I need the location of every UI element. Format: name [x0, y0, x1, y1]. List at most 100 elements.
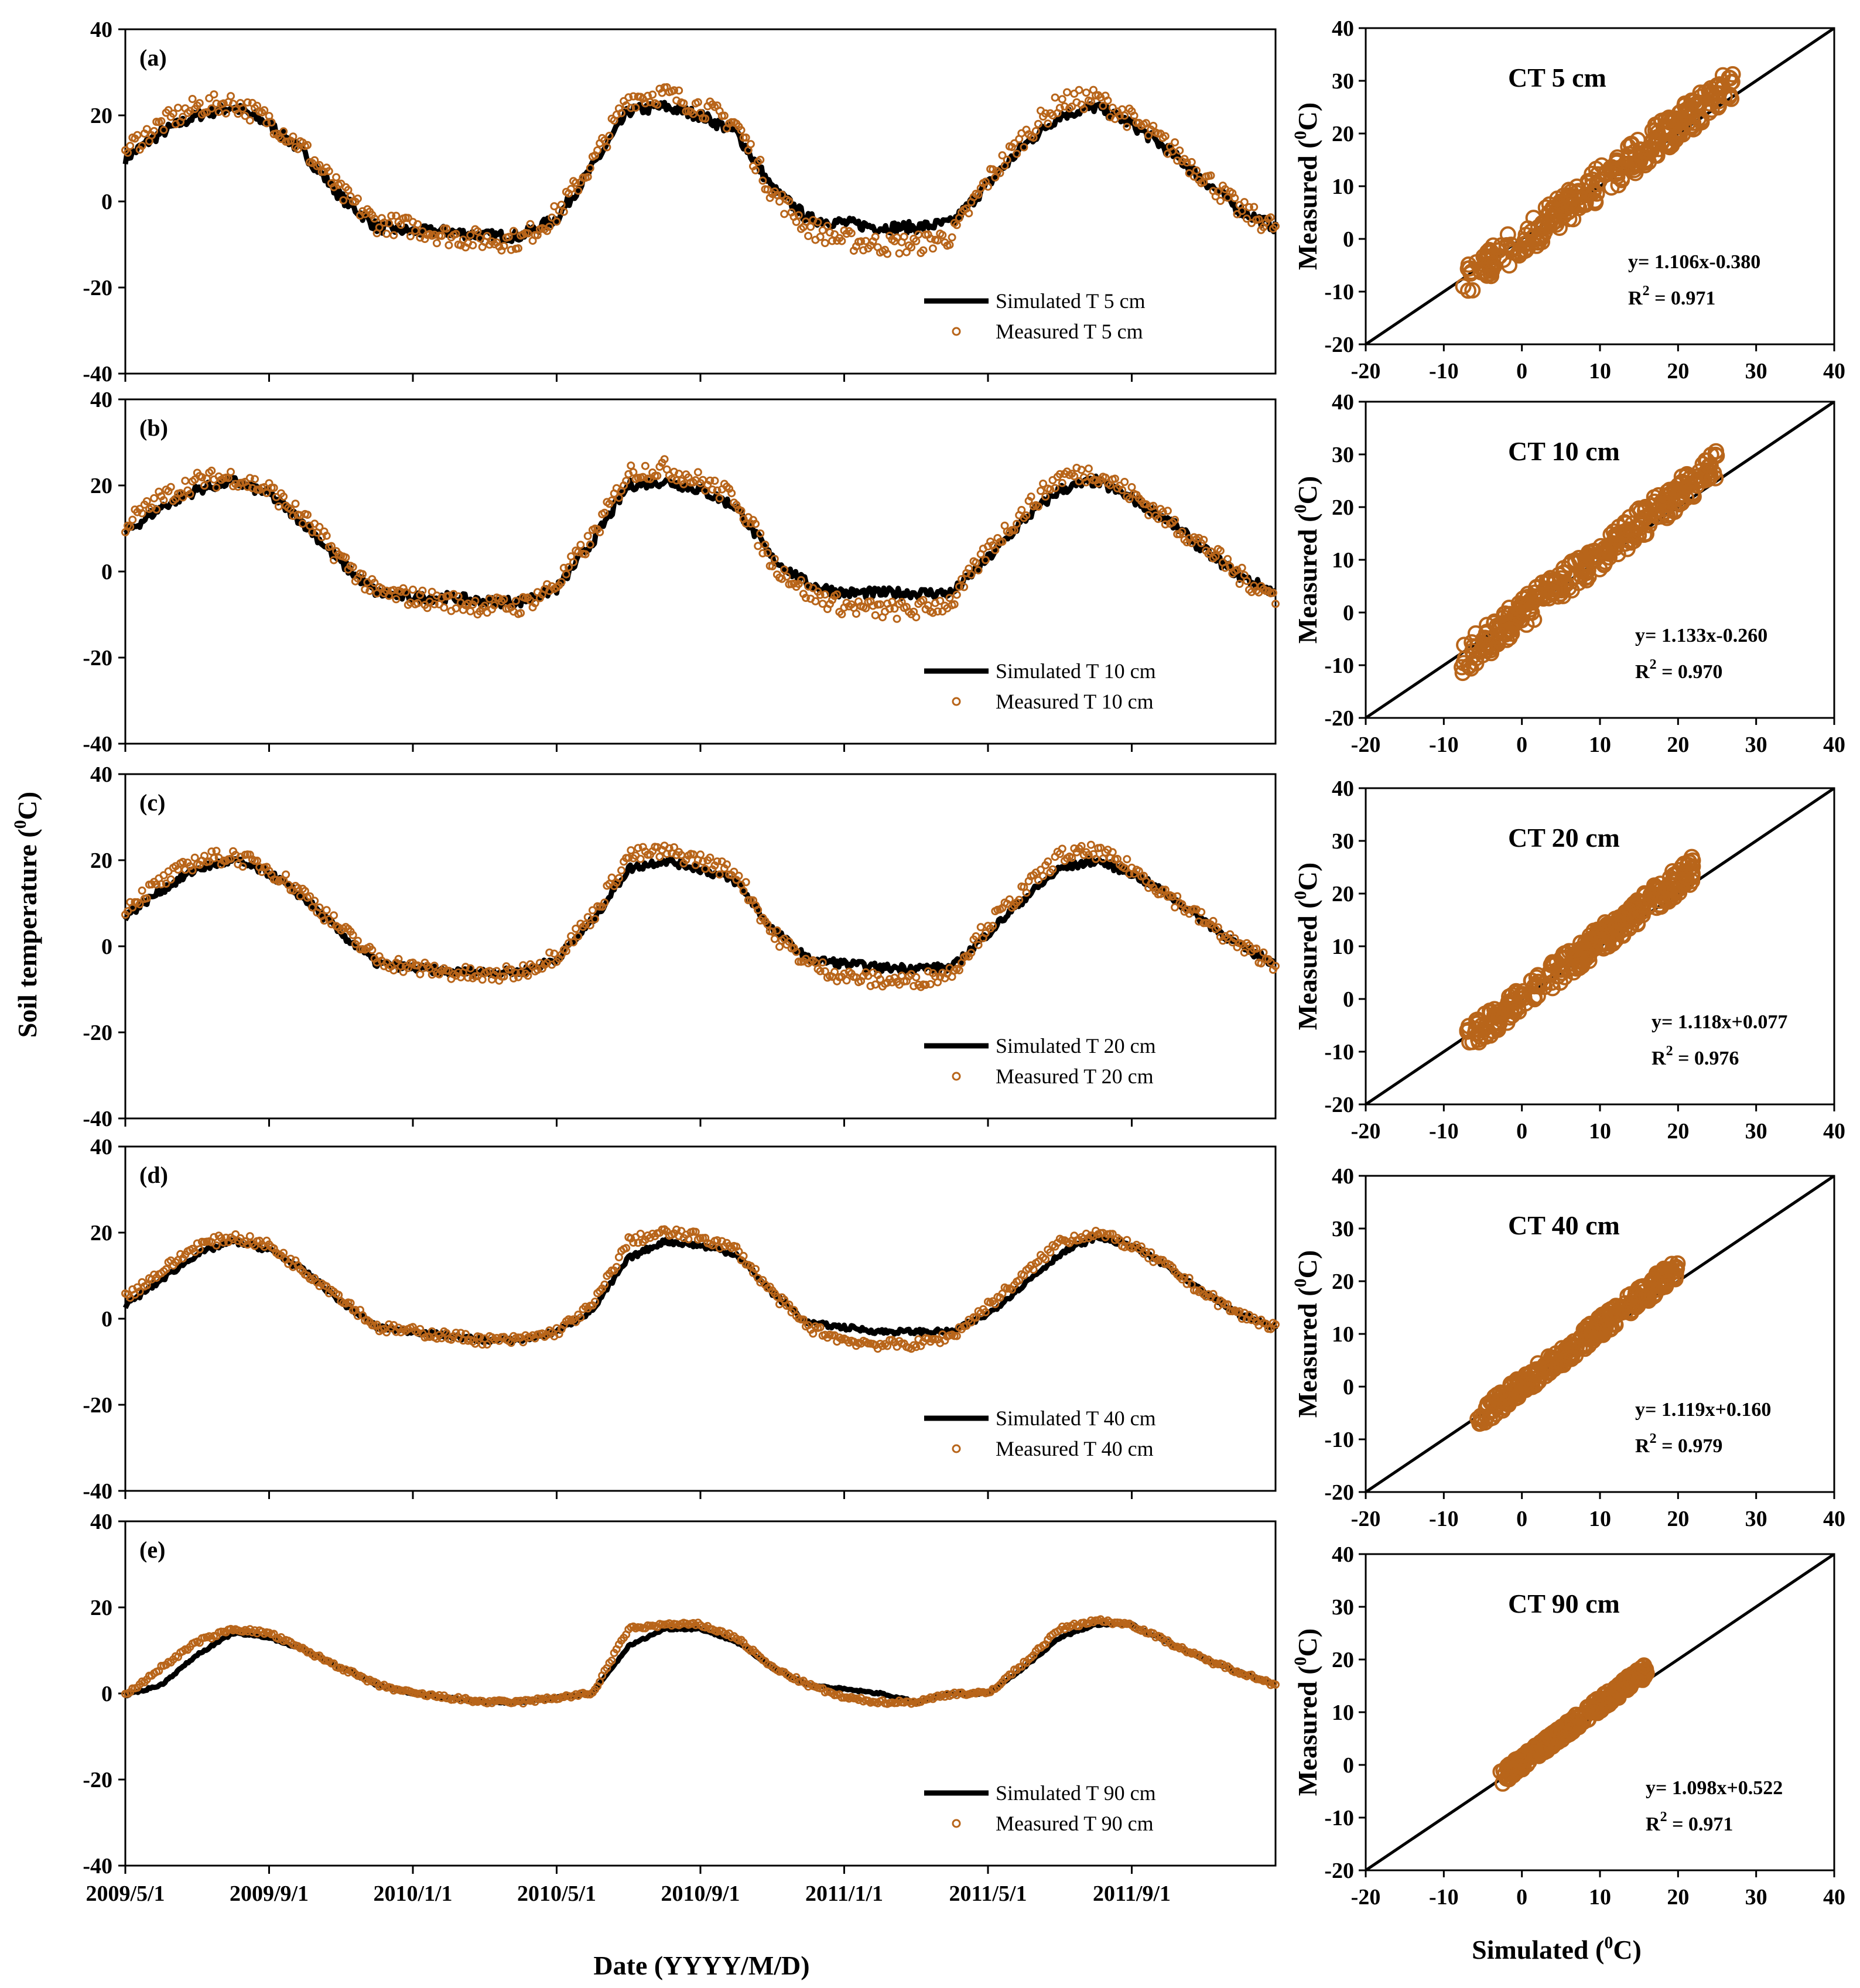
ts-ytick-label-1-3: -20: [83, 646, 112, 670]
measured-point: [507, 245, 515, 254]
measured-point: [991, 1300, 1000, 1309]
sc-title-1: CT 10 cm: [1508, 436, 1620, 466]
measured-point: [179, 112, 187, 121]
ts-ytick-label-0-2: 0: [101, 190, 112, 214]
sc-xtick-label-2-3: 10: [1589, 1119, 1611, 1144]
panel-label-0: (a): [139, 45, 167, 71]
scatter-point: [1594, 157, 1610, 174]
measured-point: [348, 563, 357, 572]
sc-xlabel-text: Simulated (: [1472, 1935, 1604, 1965]
sc-ytick-label-4-5: -10: [1324, 1806, 1354, 1830]
sc-r2-sup-1: 2: [1650, 657, 1657, 672]
measured-point: [775, 1300, 784, 1309]
measured-point: [596, 528, 604, 536]
sc-ytick-label-0-3: 10: [1332, 174, 1354, 199]
measured-point: [818, 226, 827, 235]
measured-point: [1187, 158, 1196, 166]
measured-point: [1068, 854, 1076, 862]
measured-point: [859, 246, 868, 255]
sc-xtick-label-4-5: 30: [1745, 1885, 1767, 1910]
measured-point: [1046, 1248, 1055, 1257]
measured-point: [330, 911, 338, 920]
sc-points-3: [1469, 1255, 1686, 1432]
ts-panel-1: 40 20 0 -20 -40 (b) Simulated T 10 cm Measured …: [83, 388, 1280, 757]
measured-point: [617, 866, 625, 875]
sc-r2-value-0: = 0.971: [1650, 288, 1716, 309]
measured-point: [934, 607, 942, 616]
measured-point: [780, 210, 789, 218]
sc-ytick-label-1-5: -10: [1324, 653, 1354, 678]
sc-ytick-label-4-1: 30: [1332, 1595, 1354, 1620]
scatter-point: [1608, 539, 1625, 556]
scatter-point: [1485, 1023, 1502, 1040]
measured-point: [207, 466, 216, 475]
measured-point: [322, 906, 331, 915]
measured-point: [907, 243, 916, 252]
measured-point: [631, 103, 640, 112]
scatter-point: [1608, 154, 1625, 171]
measured-point: [1123, 122, 1131, 131]
sc-r2-value-1: = 0.970: [1657, 661, 1723, 683]
measured-point: [1039, 872, 1048, 880]
scatter-point: [1648, 501, 1665, 518]
measured-point: [629, 468, 638, 477]
measured-point: [952, 590, 961, 599]
measured-point: [806, 223, 815, 231]
measured-point: [763, 920, 772, 929]
measured-point: [636, 854, 645, 863]
measured-point: [195, 99, 204, 108]
ts-ylabel-text: Soil temperature (: [12, 829, 42, 1038]
measured-point: [241, 111, 249, 120]
measured-point: [552, 217, 561, 226]
sc-ytick-label-4-3: 10: [1332, 1700, 1354, 1725]
measured-point: [928, 244, 937, 253]
measured-point: [622, 1244, 631, 1253]
measured-point: [392, 595, 401, 604]
sc-xtick-label-3-3: 10: [1589, 1507, 1611, 1531]
scatter-point: [1714, 78, 1731, 95]
measured-point: [1099, 101, 1107, 110]
panel-label-3: (d): [139, 1162, 168, 1188]
measured-point: [1013, 519, 1021, 528]
measured-point: [1149, 122, 1158, 130]
ts-ytick-label-4-1: 20: [90, 1596, 112, 1620]
measured-point: [1223, 555, 1232, 563]
sc-ylabel-sup-2: 0: [1291, 891, 1310, 899]
measured-point: [133, 131, 142, 139]
measured-point: [699, 857, 707, 866]
measured-point: [162, 1265, 170, 1274]
scatter-point: [1483, 1394, 1500, 1411]
measured-point: [1209, 916, 1218, 925]
measured-point: [279, 492, 288, 501]
sc-ylabel-end-1: C): [1293, 476, 1322, 505]
ts-xtick-label-4: 2010/9/1: [661, 1881, 740, 1906]
measured-point: [600, 508, 609, 517]
sc-xtick-label-3-4: 20: [1667, 1507, 1689, 1531]
sc-xtick-label-0-5: 30: [1745, 359, 1767, 384]
measured-point: [368, 946, 377, 954]
scatter-point: [1613, 172, 1630, 189]
sc-r2-sup-3: 2: [1650, 1431, 1657, 1446]
sc-ytick-label-2-4: 0: [1343, 987, 1354, 1012]
measured-point: [976, 923, 985, 932]
sc-xtick-label-4-0: -20: [1351, 1885, 1381, 1910]
measured-point: [406, 232, 415, 241]
scatter-point: [1507, 1751, 1524, 1768]
measured-point: [813, 218, 822, 227]
sc-ytick-label-0-0: 40: [1332, 16, 1354, 41]
ts-xtick-label-0: 2009/5/1: [86, 1881, 165, 1906]
sc-ytick-label-1-1: 30: [1332, 443, 1354, 467]
measured-point: [1130, 111, 1138, 120]
measured-point: [504, 232, 513, 241]
measured-point: [315, 903, 324, 912]
measured-point: [936, 597, 945, 605]
scatter-point: [1681, 102, 1698, 119]
scatter-point: [1506, 1001, 1523, 1018]
measured-point: [955, 582, 963, 591]
measured-point: [262, 119, 271, 128]
measured-point: [921, 980, 930, 989]
measured-point: [641, 99, 649, 108]
scatter-point: [1464, 1034, 1481, 1051]
sc-xlabel-end: C): [1613, 1935, 1642, 1965]
